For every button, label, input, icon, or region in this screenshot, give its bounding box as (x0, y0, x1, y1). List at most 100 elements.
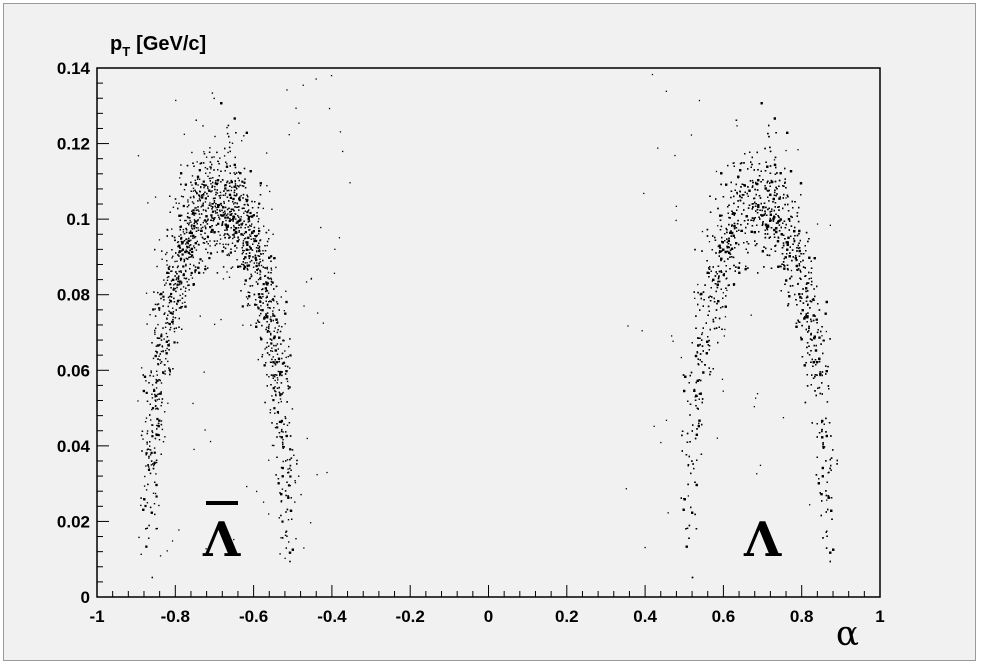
antilambda-point (178, 250, 181, 252)
antilambda-point (243, 135, 245, 137)
antilambda-point (235, 186, 237, 189)
antilambda-point (196, 191, 198, 194)
lambda-point (816, 423, 818, 425)
antilambda-point (199, 258, 202, 261)
antilambda-point (208, 204, 210, 206)
antilambda-point (289, 338, 291, 340)
antilambda-point (170, 287, 172, 289)
lambda-point (764, 212, 766, 214)
antilambda-point (265, 314, 267, 317)
antilambda-point (205, 209, 207, 211)
antilambda-point (278, 391, 280, 393)
antilambda-point (246, 304, 249, 307)
antilambda-point (262, 283, 265, 286)
antilambda-point (285, 434, 288, 438)
lambda-point (733, 165, 735, 167)
lambda-point (816, 331, 819, 334)
antilambda-point (280, 500, 283, 502)
antilambda-point (265, 300, 267, 302)
antilambda-point (219, 210, 221, 213)
antilambda-point (202, 209, 205, 211)
antilambda-point (189, 217, 191, 219)
lambda-point (775, 195, 777, 197)
antilambda-point (270, 284, 272, 286)
lambda-point (784, 181, 786, 184)
antilambda-point (274, 362, 276, 365)
lambda-point (805, 313, 807, 315)
lambda-point (815, 364, 817, 366)
antilambda-point (268, 327, 270, 330)
antilambda-point (254, 201, 256, 203)
antilambda-point (163, 364, 166, 366)
antilambda-point (192, 234, 195, 237)
antilambda-point (283, 423, 285, 425)
antilambda-point (143, 498, 145, 500)
antilambda-point (221, 179, 224, 181)
lambda-point (806, 385, 809, 387)
antilambda-point (248, 291, 251, 294)
antilambda-point (243, 167, 246, 170)
antilambda-point (246, 198, 249, 202)
antilambda-point (263, 225, 265, 227)
antilambda-point (250, 324, 252, 326)
lambda-point (699, 359, 701, 361)
antilambda-point (264, 401, 266, 404)
antilambda-point (280, 514, 282, 517)
antilambda-point (165, 332, 168, 335)
antilambda-point (274, 349, 277, 352)
antilambda-point (227, 124, 230, 127)
lambda-point (691, 342, 693, 344)
antilambda-point (262, 259, 264, 262)
antilambda-point (145, 391, 148, 394)
antilambda-point (144, 504, 147, 508)
antilambda-point (165, 282, 167, 284)
antilambda-point (185, 278, 187, 280)
antilambda-point (266, 304, 269, 306)
antilambda-point (233, 228, 236, 232)
lambda-point (824, 312, 827, 315)
antilambda-point (145, 454, 147, 456)
lambda-point (743, 184, 746, 187)
antilambda-point (287, 468, 289, 470)
antilambda-point (276, 343, 279, 345)
antilambda-point (191, 228, 194, 230)
lambda-point (687, 464, 690, 466)
antilambda-point (266, 385, 268, 387)
antilambda-point (259, 194, 262, 196)
antilambda-point (247, 204, 249, 207)
lambda-point (794, 226, 796, 229)
antilambda-point (268, 331, 271, 333)
antilambda-point (295, 538, 297, 540)
lambda-point (764, 170, 767, 172)
antilambda-point (257, 244, 259, 247)
lambda-point (732, 283, 736, 286)
antilambda-point (240, 216, 242, 218)
antilambda-point (147, 468, 151, 471)
antilambda-point (149, 445, 151, 447)
lambda-point (786, 268, 789, 270)
antilambda-point (150, 511, 153, 514)
antilambda-point (241, 222, 244, 224)
antilambda-point (210, 166, 212, 168)
antilambda-point (209, 147, 211, 149)
lambda-point (799, 277, 801, 279)
antilambda-point (199, 191, 201, 193)
antilambda-point (148, 537, 150, 539)
antilambda-point (204, 226, 207, 229)
antilambda-point (150, 451, 153, 454)
antilambda-point (227, 253, 230, 255)
antilambda-point (257, 293, 261, 296)
lambda-point (811, 299, 814, 301)
antilambda-point (271, 208, 273, 210)
antilambda-point (272, 377, 274, 379)
lambda-point (822, 352, 824, 355)
antilambda-point (234, 230, 238, 234)
antilambda-point (145, 465, 147, 467)
antilambda-point (282, 431, 284, 433)
lambda-point (721, 306, 724, 308)
antilambda-point (168, 310, 170, 312)
antilambda-point (219, 209, 221, 211)
lambda-point (806, 296, 809, 298)
antilambda-point (197, 206, 199, 208)
antilambda-point (189, 196, 192, 199)
